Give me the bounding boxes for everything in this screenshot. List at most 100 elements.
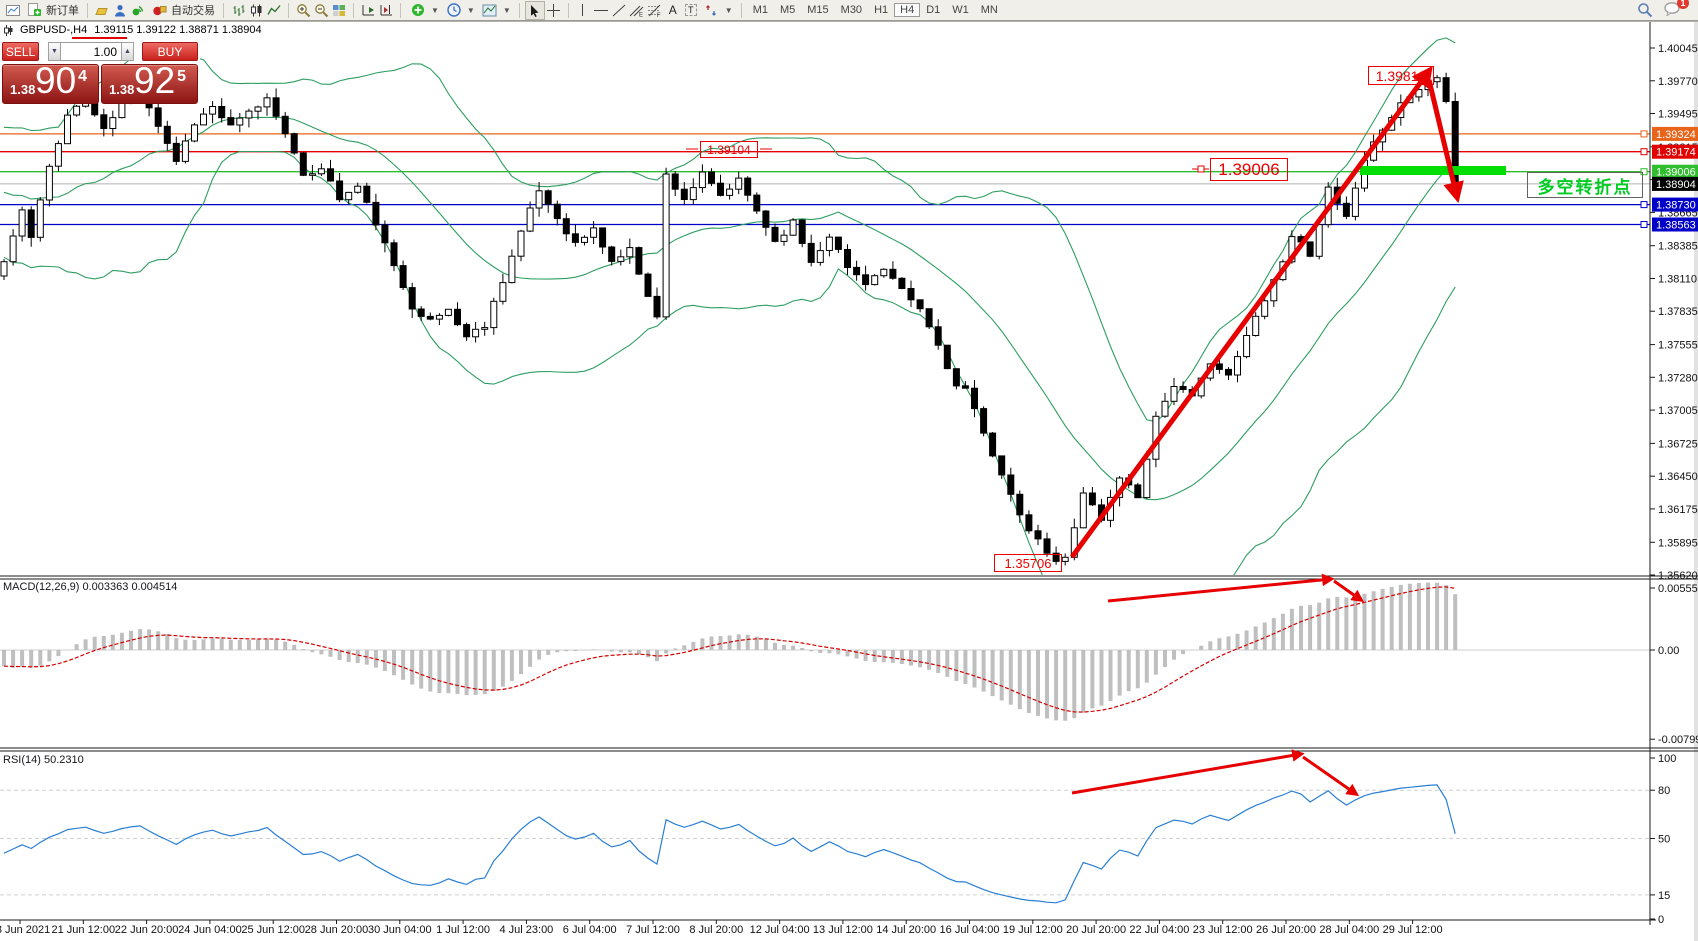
horizontal-line-tool[interactable] — [592, 2, 610, 19]
trendline-tool[interactable] — [610, 2, 628, 19]
svg-text:28 Jul 04:00: 28 Jul 04:00 — [1319, 924, 1379, 936]
fibonacci-tool[interactable]: F — [646, 2, 664, 19]
new-order-button[interactable]: 新订单 — [22, 1, 82, 20]
svg-text:19 Jul 12:00: 19 Jul 12:00 — [1003, 924, 1063, 936]
svg-text:1.38110: 1.38110 — [1658, 274, 1697, 286]
svg-text:16 Jul 04:00: 16 Jul 04:00 — [940, 924, 1000, 936]
svg-text:22 Jun 20:00: 22 Jun 20:00 — [115, 924, 179, 936]
buy-price-prefix: 1.38 — [109, 82, 135, 97]
autoscroll-button[interactable] — [359, 2, 377, 19]
svg-text:1.37555: 1.37555 — [1658, 340, 1698, 352]
svg-text:24 Jun 04:00: 24 Jun 04:00 — [178, 924, 242, 936]
tab-timeframe-m30[interactable]: M30 — [840, 4, 863, 16]
svg-text:4 Jul 23:00: 4 Jul 23:00 — [499, 924, 553, 936]
svg-text:100: 100 — [1658, 753, 1676, 765]
toolbar-separator — [740, 2, 742, 18]
add-indicator-icon — [409, 2, 427, 19]
templates-dropdown[interactable]: ▼ — [478, 1, 514, 20]
toolbar-separator — [353, 2, 354, 18]
sell-price-big: 90 — [35, 60, 77, 101]
clock-icon — [445, 2, 463, 19]
svg-text:1.36175: 1.36175 — [1658, 504, 1698, 516]
periods-dropdown[interactable]: ▼ — [442, 1, 478, 20]
chevron-down-icon: ▼ — [502, 5, 511, 15]
svg-text:12 Jul 04:00: 12 Jul 04:00 — [750, 924, 810, 936]
bar-chart-button[interactable] — [229, 2, 247, 19]
new-order-icon — [25, 2, 43, 19]
chart-shift-button[interactable] — [377, 2, 395, 19]
toolbar-separator — [87, 2, 88, 18]
svg-text:1.40045: 1.40045 — [1658, 43, 1698, 55]
profile-icon[interactable] — [111, 2, 129, 19]
chart-annotation-price[interactable]: 1.39006 — [1210, 158, 1288, 181]
zoom-out-button[interactable] — [312, 2, 330, 19]
svg-text:1.39006: 1.39006 — [1656, 167, 1696, 179]
cursor-tool-button[interactable] — [524, 0, 545, 20]
symbol-title: GBPUSD-,H4 — [20, 24, 88, 36]
svg-text:22 Jul 04:00: 22 Jul 04:00 — [1129, 924, 1189, 936]
macd-value-main: 0.003363 — [82, 581, 129, 593]
volume-input[interactable] — [61, 42, 121, 61]
svg-text:E: E — [639, 12, 643, 17]
notifications-button[interactable]: 1 — [1664, 0, 1689, 19]
zoom-in-button[interactable] — [294, 2, 312, 19]
toolbar-separator — [567, 2, 569, 18]
tab-timeframe-m1[interactable]: M1 — [752, 4, 768, 16]
autotrade-label: 自动交易 — [171, 5, 215, 17]
turning-point-note[interactable]: 多空转折点 — [1527, 172, 1643, 198]
svg-text:1.36725: 1.36725 — [1658, 438, 1698, 450]
svg-text:1.37005: 1.37005 — [1658, 405, 1698, 417]
notification-badge: 1 — [1677, 0, 1689, 9]
chart-annotation-price[interactable]: 1.39104 — [700, 141, 758, 158]
candlestick-chart-button[interactable] — [247, 2, 265, 19]
line-chart-button[interactable] — [265, 2, 283, 19]
crosshair-tool-button[interactable] — [545, 2, 563, 19]
autotrade-button[interactable]: 自动交易 — [147, 1, 218, 20]
macd-label-row: MACD(12,26,9) 0.003363 0.004514 — [3, 581, 177, 593]
tab-timeframe-mn[interactable]: MN — [980, 4, 998, 16]
chart-annotation-price[interactable]: 1.35706 — [994, 554, 1062, 572]
macd-name: MACD(12,26,9) — [3, 581, 80, 593]
svg-text:1.39174: 1.39174 — [1656, 147, 1696, 159]
symbol-bar: GBPUSD-,H4 1.39115 1.39122 1.38871 1.389… — [4, 24, 262, 36]
buy-price-display: 1.38 92 5 — [101, 60, 198, 104]
new-order-label: 新订单 — [46, 5, 79, 17]
toolbar-separator — [400, 2, 401, 18]
tab-timeframe-m5[interactable]: M5 — [779, 4, 796, 16]
market-icon[interactable] — [93, 2, 111, 19]
svg-text:6 Jul 04:00: 6 Jul 04:00 — [563, 924, 617, 936]
tab-timeframe-h4[interactable]: H4 — [894, 3, 921, 17]
arrows-tool-dropdown[interactable]: ▼ — [700, 1, 736, 20]
svg-text:29 Jul 12:00: 29 Jul 12:00 — [1383, 924, 1443, 936]
svg-text:14 Jul 20:00: 14 Jul 20:00 — [876, 924, 936, 936]
tile-windows-button[interactable] — [330, 2, 348, 19]
chart-annotation-price[interactable]: 1.39818 — [1368, 66, 1434, 85]
svg-text:25 Jun 12:00: 25 Jun 12:00 — [241, 924, 305, 936]
vertical-line-tool[interactable] — [574, 2, 592, 19]
svg-text:1.38385: 1.38385 — [1658, 241, 1698, 253]
tab-timeframe-m15[interactable]: M15 — [807, 4, 829, 16]
chevron-down-icon: ▼ — [431, 5, 439, 15]
tab-timeframe-d1[interactable]: D1 — [926, 4, 941, 16]
signals-icon[interactable] — [129, 2, 147, 19]
volume-increase-button[interactable]: ▲ — [121, 42, 134, 61]
tab-timeframe-h1[interactable]: H1 — [874, 4, 889, 16]
autotrade-icon — [150, 2, 168, 19]
svg-text:1.39495: 1.39495 — [1658, 109, 1698, 121]
charts-icon[interactable] — [4, 2, 22, 19]
volume-decrease-button[interactable]: ▼ — [48, 42, 61, 61]
text-label-tool[interactable]: T — [682, 2, 700, 19]
indicators-dropdown[interactable]: ▼ — [406, 1, 442, 20]
tab-timeframe-w1[interactable]: W1 — [952, 4, 969, 16]
svg-text:F: F — [657, 12, 661, 16]
svg-text:1 Jul 12:00: 1 Jul 12:00 — [436, 924, 490, 936]
chevron-down-icon: ▼ — [466, 5, 475, 15]
text-tool[interactable]: A — [668, 3, 677, 17]
search-icon[interactable] — [1636, 2, 1654, 19]
macd-value-signal: 0.004514 — [131, 581, 178, 593]
sell-button[interactable]: SELL — [2, 42, 39, 61]
channel-tool[interactable]: E — [628, 2, 646, 19]
buy-button[interactable]: BUY — [142, 42, 198, 61]
